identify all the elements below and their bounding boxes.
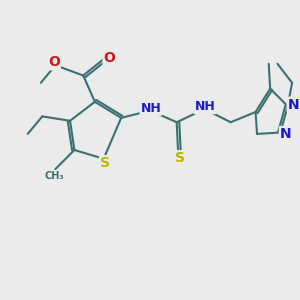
Text: CH₃: CH₃ [44, 171, 64, 181]
Text: NH: NH [141, 102, 161, 115]
Text: N: N [280, 127, 292, 141]
Text: S: S [175, 151, 184, 165]
Text: N: N [288, 98, 299, 112]
Text: O: O [103, 51, 116, 65]
Text: NH: NH [195, 100, 215, 113]
Text: O: O [48, 56, 60, 69]
Text: S: S [100, 156, 110, 170]
